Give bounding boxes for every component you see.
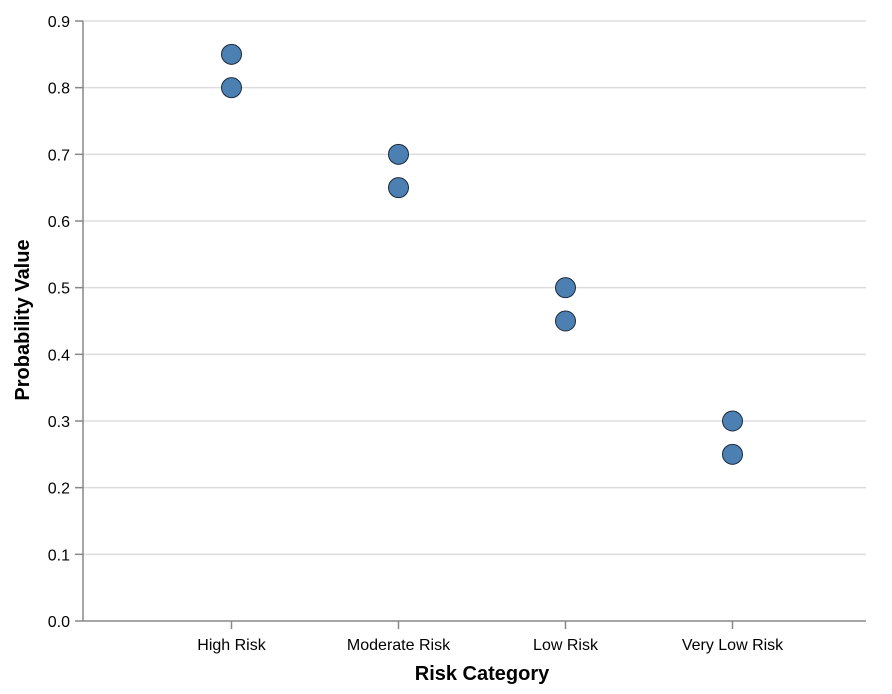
y-axis-title: Probability Value (12, 239, 34, 400)
y-tick-label: 0.2 (48, 481, 70, 498)
y-tick-label: 0.4 (48, 347, 70, 364)
data-point[interactable] (388, 143, 409, 165)
y-tick-label: 0.5 (48, 281, 70, 298)
y-tick-label: 0.6 (48, 214, 70, 231)
x-tick-label: Moderate Risk (347, 637, 451, 654)
data-point[interactable] (388, 177, 409, 199)
x-tick-label: Low Risk (533, 637, 599, 654)
data-point[interactable] (555, 310, 576, 332)
y-tick-label: 0.9 (48, 14, 70, 31)
y-tick-label: 0.8 (48, 81, 70, 98)
y-tick-label: 0.0 (48, 614, 70, 631)
data-point[interactable] (221, 77, 242, 99)
data-points (221, 43, 743, 465)
data-point[interactable] (555, 277, 576, 299)
x-axis-title: Risk Category (415, 663, 550, 685)
y-tick-label: 0.3 (48, 414, 70, 431)
grid (83, 20, 866, 556)
data-point[interactable] (722, 443, 743, 465)
data-point[interactable] (221, 43, 242, 65)
y-tick-label: 0.1 (48, 547, 70, 564)
y-tick-label: 0.7 (48, 147, 70, 164)
x-tick-label: Very Low Risk (682, 637, 784, 654)
data-point[interactable] (722, 410, 743, 432)
x-tick-label: High Risk (197, 637, 266, 654)
axes: 0.0 0.1 0.2 0.3 0.4 0.5 0.6 0.7 0.8 0.9 High Risk M… (48, 14, 866, 654)
